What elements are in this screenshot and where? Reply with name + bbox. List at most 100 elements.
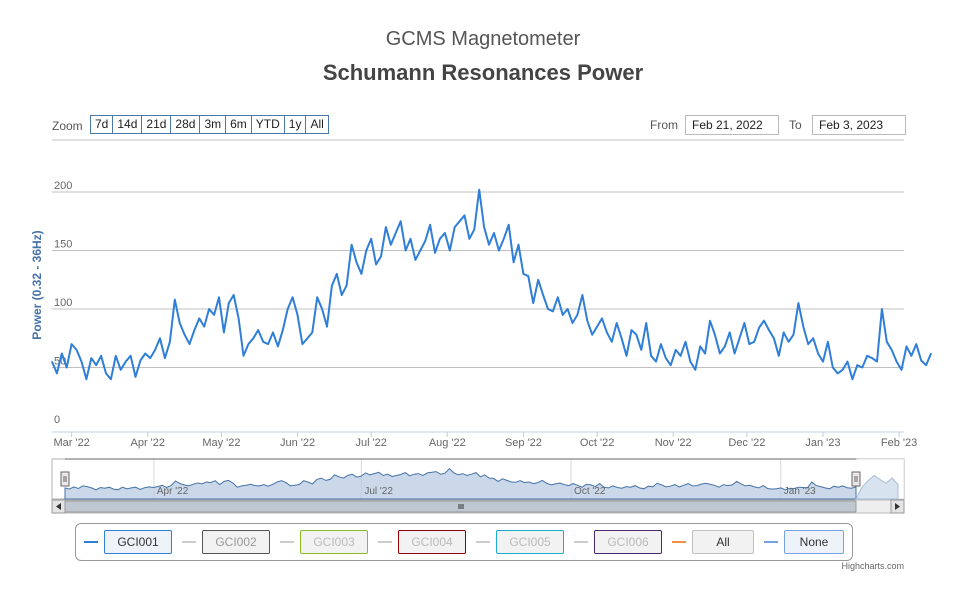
- data-point: [228, 302, 230, 304]
- navigator-series-area: [64, 468, 857, 500]
- data-point: [262, 341, 264, 343]
- data-point: [891, 349, 893, 351]
- gci004-button[interactable]: GCI004: [398, 530, 466, 554]
- data-point: [61, 352, 63, 355]
- data-point: [802, 326, 804, 328]
- zoom-14d-button[interactable]: 14d: [113, 116, 143, 133]
- data-point: [316, 296, 318, 298]
- data-point: [405, 249, 407, 252]
- navigator[interactable]: Apr '22 Jul '22 Oct '22 Jan '23: [51, 458, 905, 500]
- data-point: [296, 314, 299, 316]
- data-point: [257, 329, 259, 331]
- data-point: [365, 249, 367, 252]
- y-tick-label-200: 200: [54, 180, 72, 192]
- data-point: [812, 337, 814, 339]
- data-point: [120, 369, 122, 371]
- x-tick-label: Oct '22: [580, 437, 615, 449]
- gci003-button[interactable]: GCI003: [300, 530, 368, 554]
- navigator-right-handle[interactable]: [851, 471, 861, 487]
- gci002-button[interactable]: GCI002: [202, 530, 270, 554]
- navigator-left-handle[interactable]: [60, 471, 70, 487]
- data-point: [242, 355, 245, 357]
- zoom-7d-button[interactable]: 7d: [91, 116, 114, 133]
- data-point: [567, 308, 569, 310]
- zoom-ytd-button[interactable]: YTD: [251, 116, 285, 133]
- x-tick-label: May '22: [202, 437, 240, 449]
- data-point: [341, 294, 343, 296]
- zoom-28d-button[interactable]: 28d: [171, 116, 201, 133]
- data-point: [105, 372, 107, 374]
- data-point: [768, 329, 770, 331]
- data-point: [71, 343, 73, 345]
- credits-link[interactable]: Highcharts.com: [841, 561, 904, 571]
- legend-line-icon: [182, 541, 196, 543]
- none-button[interactable]: None: [784, 530, 844, 554]
- data-point: [601, 317, 603, 319]
- data-point: [429, 224, 431, 226]
- to-date-input[interactable]: Feb 3, 2023: [812, 115, 906, 135]
- data-point: [473, 228, 475, 230]
- data-point: [125, 361, 127, 363]
- data-point: [552, 310, 554, 312]
- left-handle-rect[interactable]: [60, 471, 70, 487]
- data-point: [719, 352, 721, 355]
- data-point: [223, 331, 225, 333]
- data-point: [336, 273, 338, 275]
- data-point: [665, 357, 667, 359]
- navigator-tick-label: Jan '23: [784, 486, 816, 497]
- data-point: [694, 369, 696, 371]
- data-point: [355, 261, 358, 263]
- data-point: [621, 337, 623, 339]
- data-point: [660, 343, 662, 345]
- data-point: [650, 355, 652, 357]
- zoom-1y-button[interactable]: 1y: [284, 116, 307, 133]
- data-point: [90, 357, 92, 359]
- to-label: To: [789, 118, 802, 132]
- x-tick-label: Jan '23: [805, 437, 840, 449]
- gci005-button[interactable]: GCI005: [496, 530, 564, 554]
- legend-line-icon: [476, 541, 490, 543]
- data-point: [557, 296, 559, 298]
- zoom-all-button[interactable]: All: [306, 116, 328, 133]
- data-point: [149, 357, 151, 359]
- from-date-input[interactable]: Feb 21, 2022: [685, 115, 779, 135]
- data-point: [837, 372, 839, 374]
- data-point: [144, 352, 146, 355]
- data-point: [85, 378, 87, 380]
- arrow-right-icon: [895, 503, 900, 510]
- data-point: [635, 334, 638, 336]
- data-point: [797, 302, 800, 304]
- data-point: [807, 343, 809, 345]
- zoom-21d-button[interactable]: 21d: [142, 116, 172, 133]
- data-point: [527, 275, 529, 277]
- data-point: [238, 317, 240, 319]
- data-point: [488, 244, 490, 246]
- scrollbar[interactable]: [51, 499, 905, 514]
- data-point: [385, 226, 387, 228]
- data-point: [596, 326, 598, 328]
- gci001-button[interactable]: GCI001: [104, 530, 172, 554]
- zoom-6m-button[interactable]: 6m: [226, 116, 252, 133]
- data-point: [832, 366, 834, 369]
- data-point: [783, 331, 785, 333]
- data-point: [454, 226, 456, 228]
- data-point: [66, 366, 68, 369]
- navigator-tick-label: Oct '22: [574, 486, 606, 497]
- gci006-button[interactable]: GCI006: [594, 530, 662, 554]
- data-point: [424, 240, 426, 242]
- x-tick-label: Jun '22: [280, 437, 315, 449]
- zoom-3m-button[interactable]: 3m: [200, 116, 227, 133]
- data-point: [498, 249, 500, 252]
- data-point: [159, 337, 161, 339]
- zoom-button-group: 7d 14d 21d 28d 3m 6m YTD 1y All: [90, 115, 329, 134]
- data-point: [861, 366, 863, 369]
- data-point: [591, 334, 593, 336]
- all-button[interactable]: All: [692, 530, 754, 554]
- data-point: [748, 343, 750, 345]
- data-point: [773, 337, 775, 339]
- data-point: [115, 355, 117, 357]
- data-point: [478, 189, 480, 191]
- data-point: [134, 376, 137, 378]
- data-point: [562, 314, 564, 316]
- right-handle-rect[interactable]: [851, 471, 861, 487]
